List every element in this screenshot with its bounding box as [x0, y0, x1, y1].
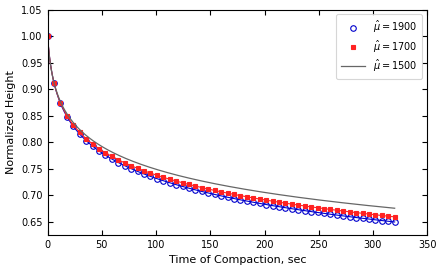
$\hat{\mu}= 1500$: [198, 179, 203, 182]
$\hat{\mu}= 1700$: [84, 137, 89, 140]
$\hat{\mu}= 1500$: [45, 34, 50, 38]
$\hat{\mu}= 1500$: [316, 198, 321, 202]
Line: $\hat{\mu}= 1500$: $\hat{\mu}= 1500$: [48, 36, 395, 208]
Line: $\hat{\mu}= 1700$: $\hat{\mu}= 1700$: [46, 34, 397, 219]
$\hat{\mu}= 1900$: [109, 157, 114, 161]
$\hat{\mu}= 1700$: [45, 34, 50, 38]
$\hat{\mu}= 1900$: [84, 139, 89, 142]
$\hat{\mu}= 1900$: [174, 183, 179, 186]
$\hat{\mu}= 1900$: [354, 216, 359, 219]
$\hat{\mu}= 1900$: [392, 220, 397, 224]
$\hat{\mu}= 1900$: [385, 220, 391, 223]
X-axis label: Time of Compaction, sec: Time of Compaction, sec: [169, 256, 306, 265]
$\hat{\mu}= 1700$: [392, 215, 397, 218]
$\hat{\mu}= 1700$: [354, 211, 359, 214]
$\hat{\mu}= 1700$: [129, 164, 134, 167]
$\hat{\mu}= 1500$: [392, 207, 397, 210]
$\hat{\mu}= 1500$: [322, 199, 327, 202]
$\hat{\mu}= 1900$: [129, 167, 134, 170]
$\hat{\mu}= 1700$: [385, 215, 391, 218]
Legend: $\hat{\mu}= 1900$, $\hat{\mu}= 1700$, $\hat{\mu}= 1500$: $\hat{\mu}= 1900$, $\hat{\mu}= 1700$, $\…: [336, 14, 423, 79]
$\hat{\mu}= 1700$: [109, 155, 114, 158]
$\hat{\mu}= 1500$: [283, 194, 289, 197]
$\hat{\mu}= 1700$: [174, 179, 179, 183]
$\hat{\mu}= 1500$: [80, 131, 86, 134]
Y-axis label: Normalized Height: Normalized Height: [6, 70, 15, 174]
$\hat{\mu}= 1900$: [45, 34, 50, 38]
$\hat{\mu}= 1500$: [185, 176, 191, 179]
Line: $\hat{\mu}= 1900$: $\hat{\mu}= 1900$: [45, 33, 397, 225]
